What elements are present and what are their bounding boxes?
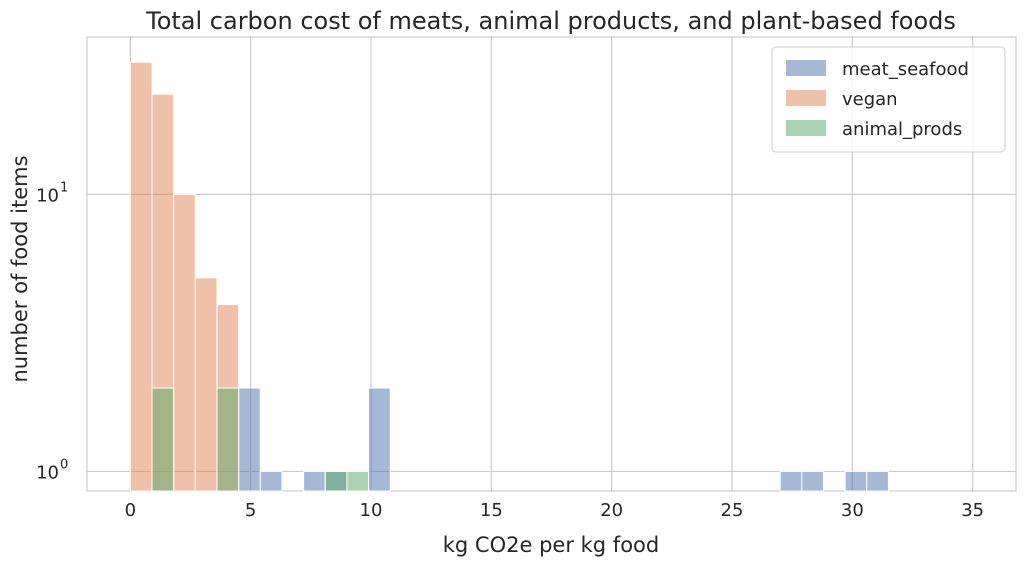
x-tick-label: 5 [245,500,256,521]
bar [303,470,326,492]
y-tick-exponent: 1 [60,180,68,195]
bar [216,387,240,492]
bar [259,470,283,492]
legend-label: meat_seafood [842,59,969,80]
legend-swatch [786,60,826,76]
legend-swatch [786,120,826,136]
y-tick-exponent: 0 [60,457,68,472]
bar [238,387,261,492]
x-axis-label: kg CO2e per kg food [443,533,659,557]
x-tick-label: 15 [480,500,503,521]
x-tick-label: 25 [721,500,744,521]
x-tick-label: 35 [961,500,984,521]
x-tick-labels: 0 5 10 15 20 25 30 35 [125,500,985,521]
y-tick-label: 10 [36,462,59,483]
y-axis-label: number of food items [8,155,32,382]
bar [194,277,218,492]
bar [844,470,868,492]
y-tick-label: 10 [36,185,59,206]
x-tick-label: 20 [600,500,623,521]
legend-label: animal_prods [842,119,962,140]
bar [151,387,175,492]
series-animal-prods [151,387,370,492]
x-tick-label: 30 [841,500,864,521]
legend-swatch [786,90,826,106]
legend-box [771,46,1006,153]
legend-label: vegan [842,89,898,110]
chart-title: Total carbon cost of meats, animal produ… [145,7,956,35]
x-tick-label: 0 [125,500,136,521]
bar [779,470,803,492]
x-tick-label: 10 [360,500,383,521]
bar [368,387,391,492]
bar [866,470,889,492]
bar [173,193,196,492]
bar [324,470,348,492]
bar [346,470,370,492]
plot-area [86,36,1017,492]
bar [129,61,153,492]
bar [801,470,824,492]
bar-layer [129,61,889,492]
